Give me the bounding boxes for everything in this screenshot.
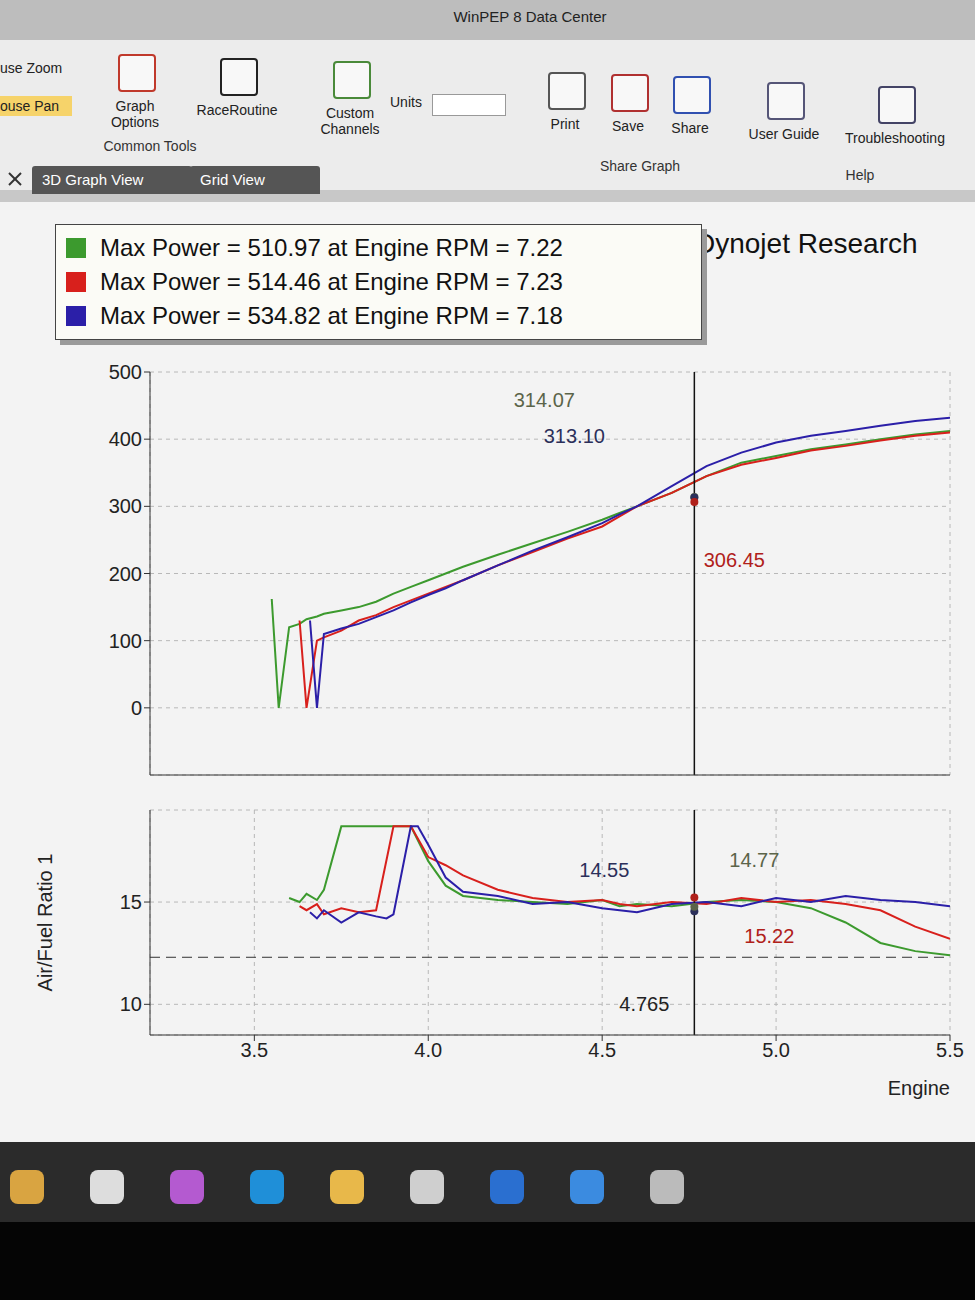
svg-text:100: 100	[109, 630, 142, 652]
svg-text:14.55: 14.55	[579, 859, 629, 881]
html-text:Units: Units	[390, 94, 422, 110]
html-text:Grid View: Grid View	[200, 171, 265, 188]
html-text:Print: Print	[550, 116, 580, 132]
svg-text:15: 15	[120, 891, 142, 913]
svg-text:4.0: 4.0	[414, 1039, 442, 1061]
html-text:Max Power = 514.46 at Engine R: Max Power = 514.46 at Engine RPM = 7.23	[100, 268, 563, 295]
html-text:Dynojet Research: Dynojet Research	[695, 228, 918, 259]
html-text:Save: Save	[612, 118, 644, 134]
html-text:Troubleshooting: Troubleshooting	[845, 130, 945, 146]
svg-text:0: 0	[131, 697, 142, 719]
svg-text:4.5: 4.5	[588, 1039, 616, 1061]
svg-text:Engine: Engine	[888, 1077, 950, 1099]
html-text:Help: Help	[845, 167, 875, 183]
html-text:use Zoom: use Zoom	[0, 60, 63, 76]
html-text:Common Tools: Common Tools	[103, 138, 197, 154]
svg-text:313.10: 313.10	[544, 425, 605, 447]
html-text:ouse Pan: ouse Pan	[0, 98, 60, 114]
svg-text:Air/Fuel Ratio 1: Air/Fuel Ratio 1	[34, 854, 56, 992]
html-text:WinPEP 8 Data Center: WinPEP 8 Data Center	[453, 8, 607, 25]
html-text:Graph Options: Graph Options	[110, 98, 160, 130]
svg-text:314.07: 314.07	[514, 389, 575, 411]
html-text:RaceRoutine: RaceRoutine	[196, 102, 278, 118]
svg-text:15.22: 15.22	[744, 925, 794, 947]
html-text:User Guide: User Guide	[748, 126, 820, 142]
html-text:Share Graph: Share Graph	[599, 158, 681, 174]
svg-text:5.5: 5.5	[936, 1039, 964, 1061]
svg-text:5.0: 5.0	[762, 1039, 790, 1061]
svg-text:4.765: 4.765	[619, 993, 669, 1015]
svg-text:500: 500	[109, 361, 142, 383]
svg-text:10: 10	[120, 993, 142, 1015]
html-text:Custom Channels: Custom Channels	[320, 105, 380, 137]
svg-text:14.77: 14.77	[729, 849, 779, 871]
svg-text:306.45: 306.45	[704, 549, 765, 571]
svg-text:300: 300	[109, 495, 142, 517]
svg-text:3.5: 3.5	[240, 1039, 268, 1061]
svg-text:200: 200	[109, 563, 142, 585]
html-text:Max Power = 510.97 at Engine R: Max Power = 510.97 at Engine RPM = 7.22	[100, 234, 563, 261]
svg-text:400: 400	[109, 428, 142, 450]
html-text:Max Power = 534.82 at Engine R: Max Power = 534.82 at Engine RPM = 7.18	[100, 302, 563, 329]
html-text:Share: Share	[671, 120, 709, 136]
html-text:3D Graph View: 3D Graph View	[42, 171, 144, 188]
